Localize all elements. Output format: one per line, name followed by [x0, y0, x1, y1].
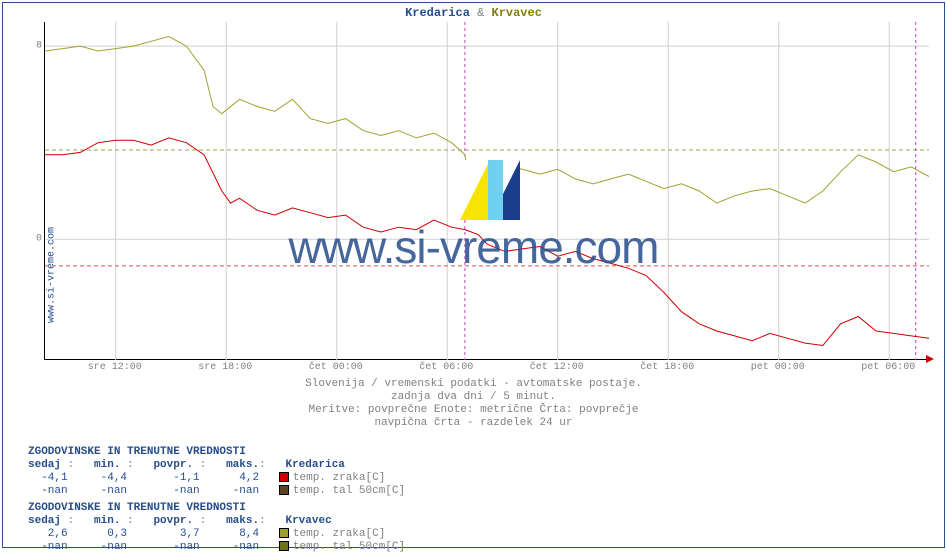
x-tick: sre 18:00 [198, 362, 252, 373]
subtitle-line3: Meritve: povprečne Enote: metrične Črta:… [0, 404, 947, 417]
title-series2: Krvavec [492, 6, 542, 20]
title-amp: & [477, 6, 484, 20]
y-tick-labels: 08 [24, 22, 42, 360]
stats-block-2: ZGODOVINSKE IN TRENUTNE VREDNOSTIsedaj :… [28, 502, 405, 554]
x-tick: čet 18:00 [640, 362, 694, 373]
x-tick: pet 06:00 [861, 362, 915, 373]
x-tick-labels: sre 12:00 sre 18:00 čet 00:00 čet 06:00 čet … [44, 362, 928, 376]
y-tick: 8 [36, 41, 42, 52]
subtitle-line1: Slovenija / vremenski podatki - avtomats… [0, 378, 947, 391]
subtitle-line4: navpična črta - razdelek 24 ur [0, 417, 947, 430]
subtitle-block: Slovenija / vremenski podatki - avtomats… [0, 378, 947, 430]
x-tick: sre 12:00 [88, 362, 142, 373]
x-tick: čet 12:00 [530, 362, 584, 373]
chart-title: Kredarica & Krvavec [0, 6, 947, 20]
title-series1: Kredarica [405, 6, 470, 20]
watermark-text: www.si-vreme.com [0, 220, 947, 274]
x-tick: čet 06:00 [419, 362, 473, 373]
x-tick: pet 00:00 [751, 362, 805, 373]
watermark-logo-icon [460, 160, 520, 220]
stats-block-1: ZGODOVINSKE IN TRENUTNE VREDNOSTIsedaj :… [28, 446, 405, 498]
subtitle-line2: zadnja dva dni / 5 minut. [0, 391, 947, 404]
x-tick: čet 00:00 [309, 362, 363, 373]
